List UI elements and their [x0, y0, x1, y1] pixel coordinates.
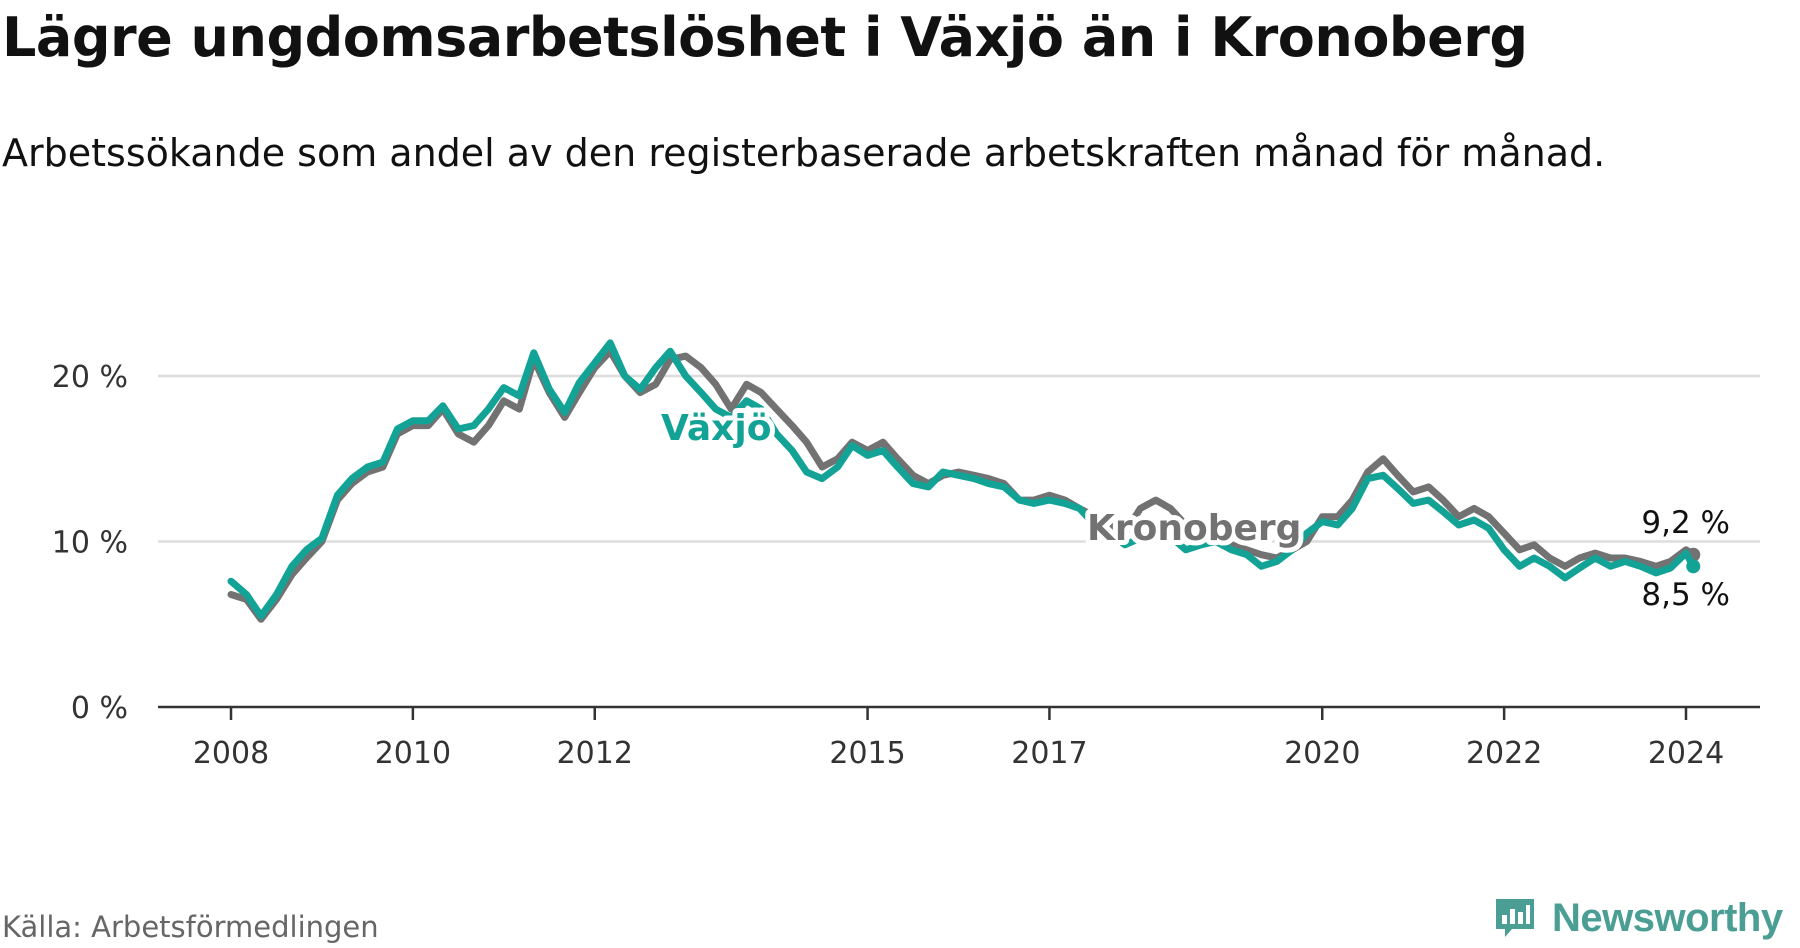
x-tick-label: 2022	[1466, 736, 1542, 771]
y-tick-label: 10 %	[52, 526, 128, 561]
brand-logo[interactable]: Newsworthy	[1492, 890, 1783, 946]
brand-name: Newsworthy	[1552, 895, 1783, 940]
y-tick-label: 0 %	[71, 691, 128, 726]
x-tick-label: 2008	[193, 736, 269, 771]
chart-subtitle: Arbetssökande som andel av den registerb…	[2, 131, 1606, 175]
gridlines	[158, 374, 1760, 709]
x-tick-label: 2012	[557, 736, 633, 771]
end-label-vaxjo: 8,5 %	[1641, 577, 1730, 613]
end-label-kronoberg: 9,2 %	[1641, 505, 1730, 541]
axis-ticks: 0 % 10 % 20 % 2008 2010 2012 2015 2017 2020 2022 2…	[52, 360, 1724, 771]
x-tick-label: 2020	[1284, 736, 1360, 771]
series-lines	[227, 339, 1701, 623]
x-tick-label: 2010	[375, 736, 451, 771]
series-label-kronoberg: Kronoberg	[1087, 508, 1301, 549]
source-credit: Källa: Arbetsförmedlingen	[2, 910, 379, 944]
series-line-kronoberg	[227, 347, 1697, 623]
y-tick-label: 20 %	[52, 360, 128, 395]
series-line-vaxjo	[227, 339, 1697, 620]
series-labels: Växjö Kronoberg 9,2 % 8,5 %	[656, 403, 1730, 613]
x-tick-label: 2015	[829, 736, 905, 771]
x-tick-label: 2017	[1011, 736, 1087, 771]
chart-bubble-icon	[1496, 899, 1534, 937]
series-label-vaxjo: Växjö	[661, 408, 771, 449]
chart-title: Lägre ungdomsarbetslöshet i Växjö än i K…	[2, 6, 1528, 69]
x-tick-label: 2024	[1648, 736, 1724, 771]
end-point-vaxjo	[1686, 559, 1701, 574]
